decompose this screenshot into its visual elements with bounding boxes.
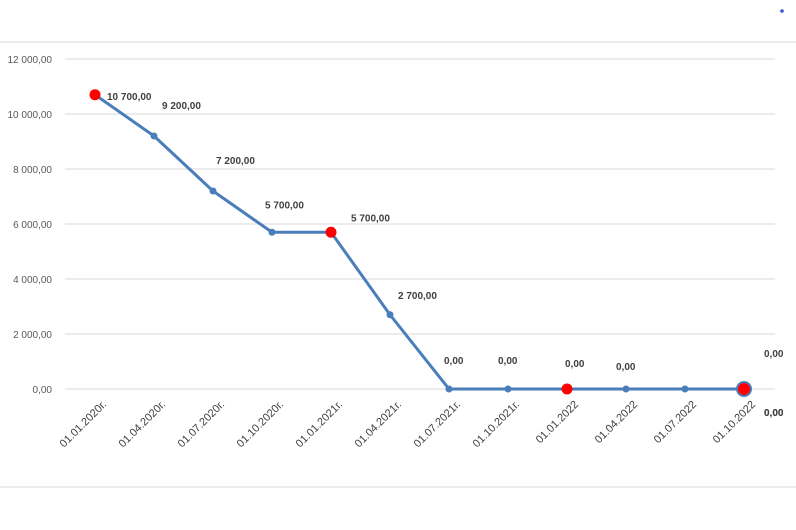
- y-axis: 0,00 2 000,00 4 000,00 6 000,00 8 000,00 10 0…: [8, 55, 53, 396]
- y-tick-label: 8 000,00: [13, 165, 52, 176]
- data-label-extra: 0,00: [764, 408, 784, 419]
- data-label: 0,00: [565, 359, 585, 370]
- data-label: 5 700,00: [265, 200, 304, 211]
- x-tick-label: 01.01.2021г.: [294, 399, 345, 450]
- x-tick-label: 01.07.2022: [652, 399, 699, 446]
- data-label: 5 700,00: [351, 213, 390, 224]
- y-tick-label: 6 000,00: [13, 220, 52, 231]
- series-line: [94, 93, 744, 391]
- x-tick-label: 01.04.2022: [593, 399, 640, 446]
- x-tick-label: 01.01.2020г.: [58, 399, 109, 450]
- data-label: 0,00: [616, 362, 636, 373]
- gridlines: [65, 58, 775, 390]
- data-point: [386, 311, 394, 319]
- data-label-extra: 0,00: [764, 408, 784, 419]
- y-tick-label: 10 000,00: [8, 110, 53, 121]
- x-tick-label: 01.10.2022: [711, 399, 758, 446]
- y-tick-label: 12 000,00: [8, 55, 53, 66]
- y-tick-label: 2 000,00: [13, 330, 52, 341]
- data-point: [209, 187, 217, 195]
- data-label: 9 200,00: [162, 101, 201, 112]
- data-points: [89, 89, 752, 397]
- data-label: 7 200,00: [216, 156, 255, 167]
- data-point: [268, 228, 276, 236]
- x-tick-label: 01.10.2021г.: [471, 399, 522, 450]
- data-label: 0,00: [764, 349, 784, 360]
- data-label: 0,00: [498, 356, 518, 367]
- highlighted-data-point: [325, 226, 337, 238]
- data-label: 2 700,00: [398, 291, 437, 302]
- data-point: [622, 385, 630, 393]
- x-tick-label: 01.07.2021г.: [412, 399, 463, 450]
- highlighted-data-point: [561, 383, 573, 395]
- x-axis: 01.01.2020г. 01.04.2020г. 01.07.2020г. 01.1…: [58, 399, 758, 450]
- corner-dot: [780, 9, 784, 13]
- series-polyline: [94, 93, 744, 391]
- x-tick-label: 01.10.2020г.: [235, 399, 286, 450]
- highlighted-data-point: [89, 89, 101, 101]
- data-label: 10 700,00: [107, 92, 152, 103]
- data-point: [504, 385, 512, 393]
- data-point: [150, 132, 158, 140]
- x-tick-label: 01.04.2020г.: [117, 399, 168, 450]
- data-label: 0,00: [444, 356, 464, 367]
- x-tick-label: 01.04.2021г.: [353, 399, 404, 450]
- x-tick-label: 01.01.2022: [534, 399, 581, 446]
- data-point: [681, 385, 689, 393]
- highlighted-data-point: [736, 381, 752, 397]
- data-labels: 10 700,00 9 200,00 7 200,00 5 700,00 5 700,0…: [107, 92, 784, 419]
- data-point: [445, 385, 453, 393]
- x-tick-label: 01.07.2020г.: [176, 399, 227, 450]
- y-tick-label: 4 000,00: [13, 275, 52, 286]
- y-tick-label: 0,00: [33, 385, 53, 396]
